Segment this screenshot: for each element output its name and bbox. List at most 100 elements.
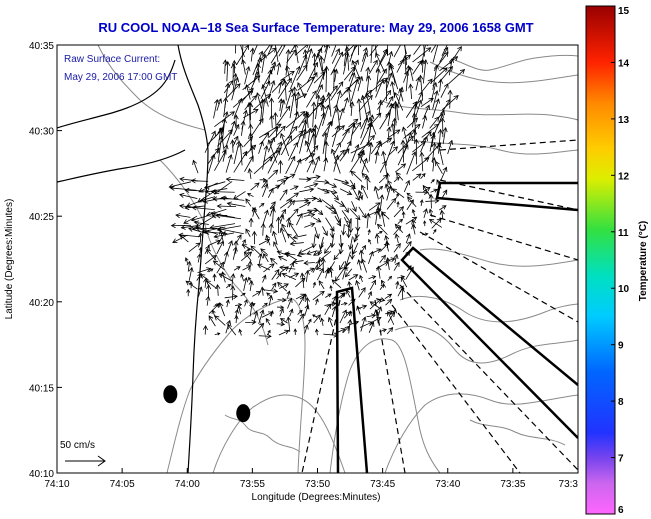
- current-vector: [349, 179, 356, 189]
- current-vector: [435, 160, 443, 174]
- current-vector: [258, 333, 272, 339]
- current-vector: [279, 99, 286, 117]
- annotation-current-label: Raw Surface Current:: [64, 54, 160, 65]
- current-vector: [419, 199, 424, 207]
- current-vector: [406, 151, 417, 175]
- current-vector: [344, 251, 351, 267]
- current-vector: [333, 251, 341, 261]
- current-vector: [447, 139, 454, 155]
- current-vector: [226, 83, 241, 98]
- current-vector: [393, 206, 405, 218]
- current-vector: [304, 269, 310, 282]
- current-vector: [197, 267, 212, 273]
- x-tick-label: 73:40: [435, 479, 460, 490]
- y-tick-label: 40:35: [29, 41, 54, 52]
- current-vector: [396, 86, 404, 108]
- current-vector: [233, 123, 240, 136]
- current-vector: [368, 250, 374, 264]
- current-vector: [394, 163, 407, 173]
- current-vector: [268, 169, 279, 180]
- current-vector: [253, 322, 265, 335]
- current-vector: [324, 243, 333, 254]
- current-vector: [250, 182, 260, 191]
- current-vector: [226, 201, 246, 207]
- colorbar-tick-label: 13: [618, 115, 630, 126]
- current-vector: [314, 196, 323, 203]
- current-vector: [288, 261, 295, 273]
- current-vector: [420, 135, 428, 153]
- current-vector: [258, 238, 271, 246]
- current-vector: [248, 280, 254, 292]
- current-vector: [265, 318, 271, 326]
- current-vector: [278, 45, 286, 57]
- current-vector: [342, 265, 348, 280]
- current-vector: [232, 72, 238, 92]
- current-vector: [295, 91, 301, 116]
- current-vector: [213, 99, 220, 119]
- current-vector: [216, 240, 224, 255]
- current-vector: [347, 280, 352, 290]
- current-vector: [329, 227, 335, 239]
- current-vector: [260, 222, 266, 236]
- current-vector: [186, 260, 192, 272]
- current-vector: [369, 279, 376, 291]
- current-vector: [198, 246, 203, 254]
- x-tick-label: 74:00: [175, 479, 200, 490]
- current-vector: [405, 233, 411, 244]
- current-vector: [395, 172, 404, 181]
- current-vector: [304, 304, 310, 317]
- current-vector: [169, 185, 197, 191]
- current-vector: [184, 205, 205, 211]
- current-vector: [276, 272, 282, 280]
- current-vector: [439, 205, 447, 211]
- current-vector: [248, 217, 254, 227]
- x-axis: 74:10 74:05 74:00 73:55 73:50 73:45 73:40 73:35…: [44, 468, 579, 490]
- current-vector: [397, 54, 412, 66]
- current-vector: [348, 218, 354, 234]
- current-vector: [386, 327, 394, 335]
- current-vector: [331, 125, 340, 148]
- y-axis: 40:10 40:15 40:20 40:25 40:30 40:35: [29, 41, 62, 480]
- current-vector: [377, 185, 384, 191]
- current-vector: [233, 97, 243, 118]
- current-vector: [431, 81, 438, 101]
- current-vector: [230, 273, 236, 287]
- current-vector: [396, 58, 405, 73]
- current-vector: [299, 128, 308, 154]
- current-vector: [385, 298, 393, 306]
- current-vector: [432, 98, 440, 118]
- current-vector: [384, 293, 393, 299]
- current-vector: [270, 310, 274, 317]
- x-tick-label: 73:45: [370, 479, 395, 490]
- current-vector: [299, 272, 306, 289]
- current-vector: [285, 88, 294, 108]
- current-vector: [250, 245, 262, 256]
- current-vector: [364, 174, 370, 190]
- bathymetry-contour: [224, 414, 301, 453]
- current-vector: [277, 159, 284, 174]
- current-vector: [428, 218, 443, 228]
- current-vector: [279, 283, 289, 289]
- current-vector: [215, 213, 242, 220]
- current-vector: [412, 173, 422, 181]
- current-vector: [268, 294, 274, 306]
- current-vector: [376, 265, 382, 279]
- current-vector: [356, 45, 362, 56]
- plot-area: Raw Surface Current: May 29, 2006 17:00 …: [56, 44, 579, 474]
- current-vector: [412, 47, 432, 63]
- current-vector: [225, 60, 231, 82]
- current-vector: [212, 260, 226, 271]
- current-vector: [279, 307, 284, 317]
- current-vector: [391, 188, 405, 199]
- current-vector: [348, 320, 360, 326]
- sector-line: [399, 284, 578, 471]
- current-vector: [360, 117, 369, 139]
- current-vector: [227, 323, 237, 336]
- current-vector: [216, 203, 237, 209]
- current-vector: [293, 328, 298, 335]
- current-vector: [204, 188, 228, 195]
- current-vector: [244, 155, 254, 172]
- current-vector: [286, 316, 292, 332]
- current-vector: [384, 183, 390, 193]
- current-vector: [414, 91, 424, 110]
